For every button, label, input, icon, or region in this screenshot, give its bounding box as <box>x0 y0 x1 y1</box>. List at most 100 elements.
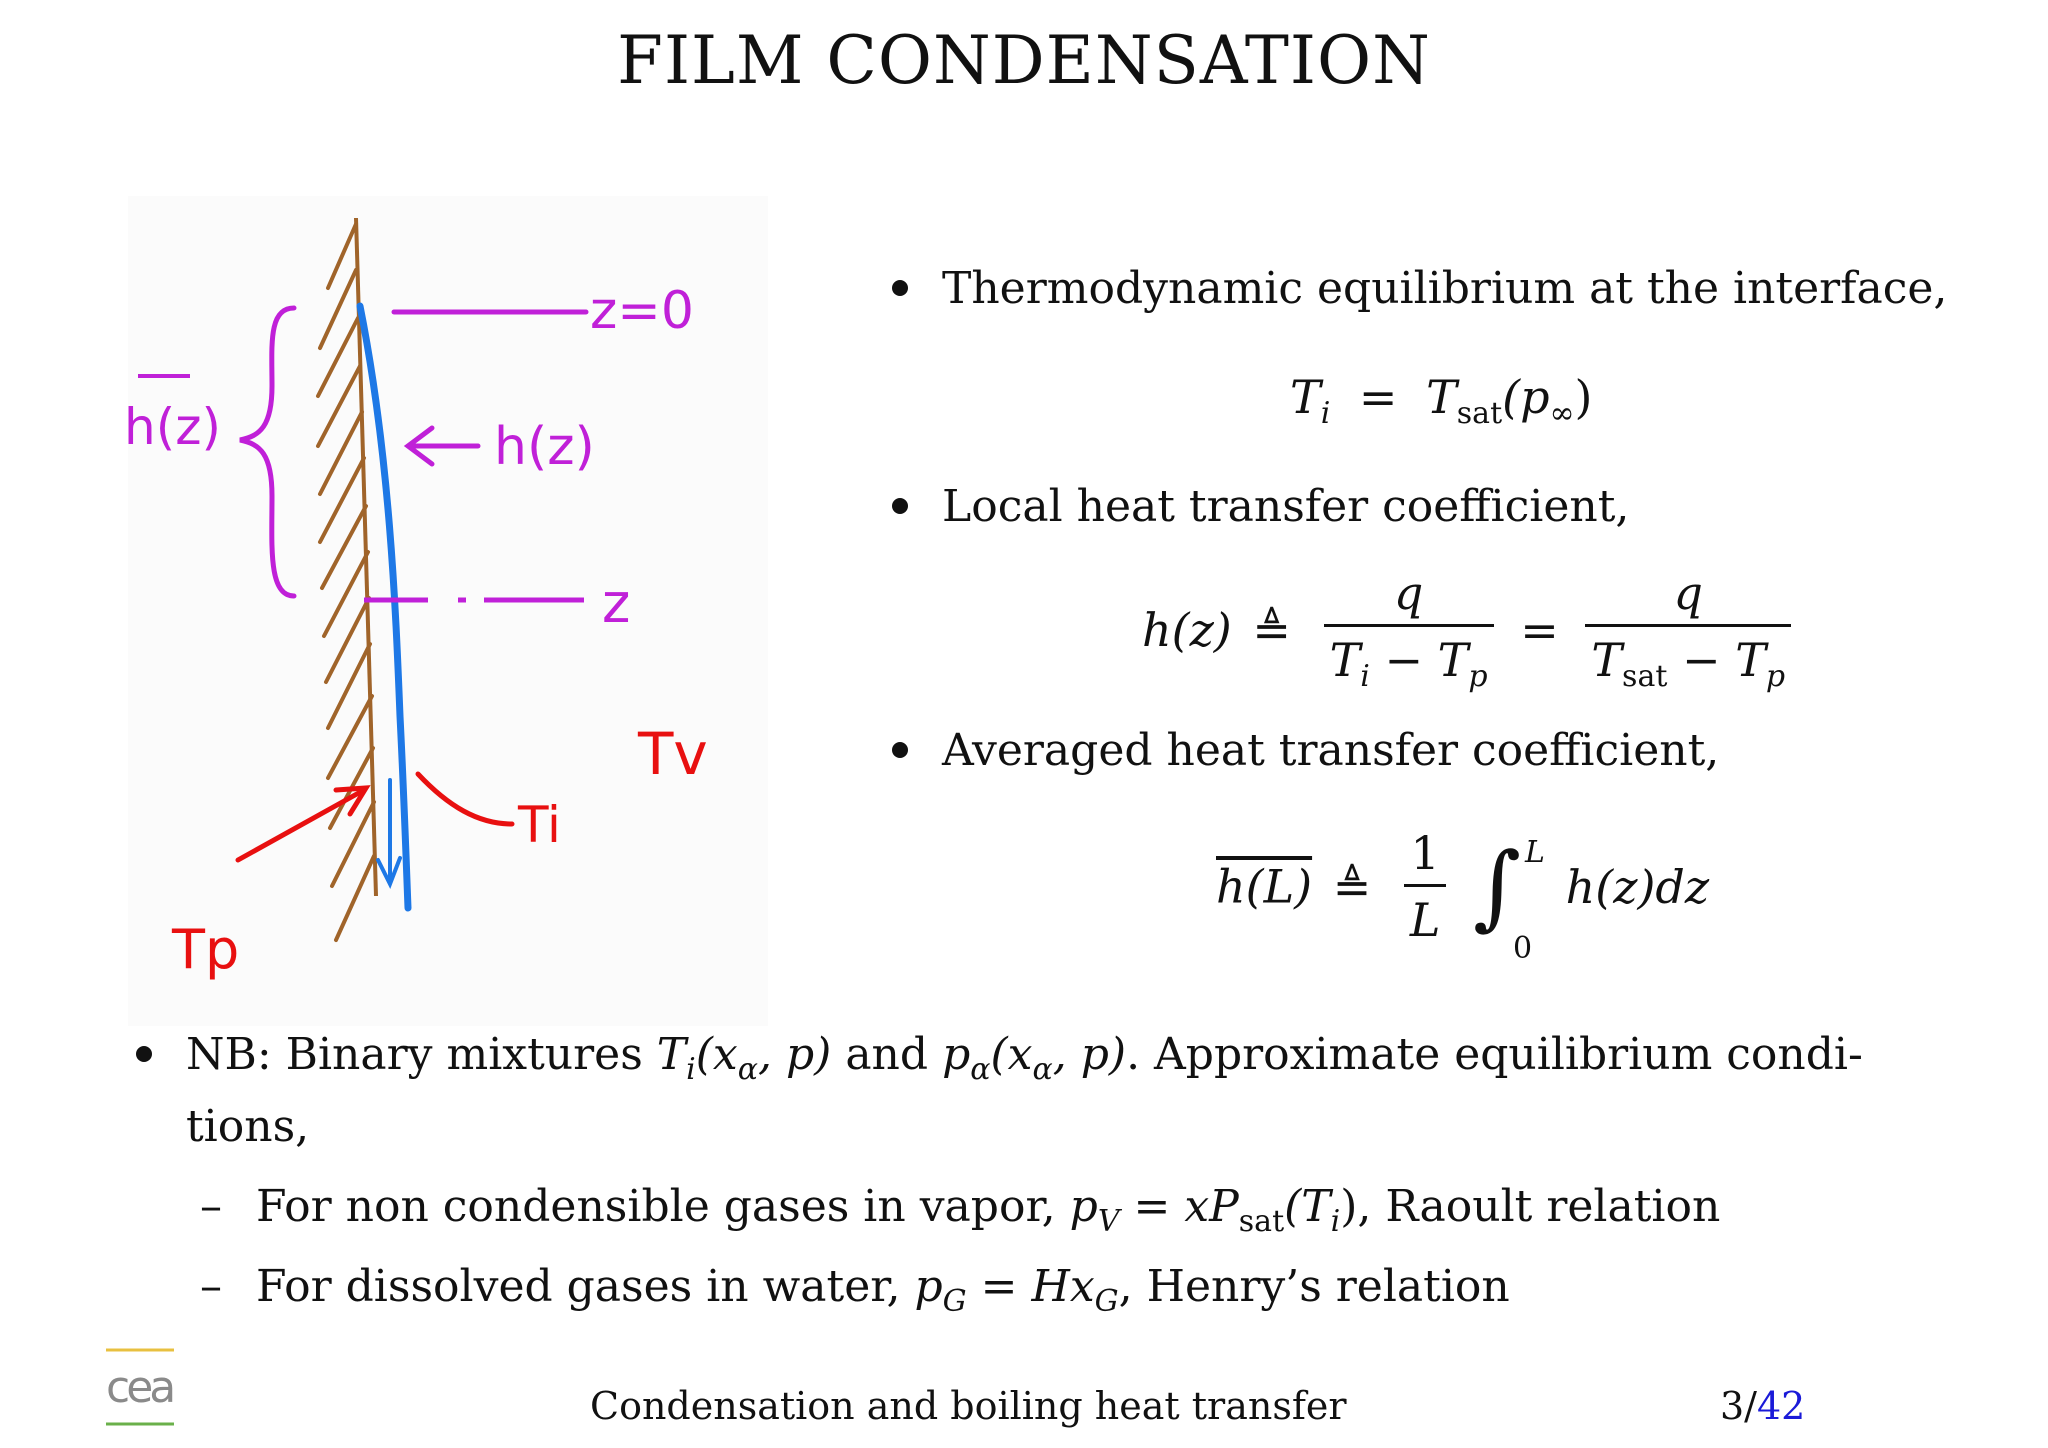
bullet-averaged-coefficient: Averaged heat transfer coefficient, <box>892 724 1720 778</box>
bullet-dot-icon <box>892 498 908 514</box>
z-label: z <box>602 572 630 635</box>
raoult-text: For non condensible gases in vapor, <box>256 1181 1056 1232</box>
bullet-equilibrium: Thermodynamic equilibrium at the interfa… <box>892 262 1948 316</box>
eq2-den2-b: T <box>1735 633 1766 687</box>
eq2-def: ≜ <box>1252 603 1291 657</box>
henry-hx: Hx <box>1031 1261 1095 1312</box>
henry-p-sub: G <box>942 1284 967 1319</box>
equation-interface-temperature: Ti = Tsat(p∞) <box>1290 370 1592 431</box>
tp-arrow <box>235 787 367 863</box>
eq2-den1-b-sub: p <box>1468 659 1488 694</box>
eq3-frac: 1 L <box>1403 826 1447 947</box>
z0-label: z=0 <box>590 281 694 341</box>
dash-icon: – <box>200 1261 222 1312</box>
eq2-den2-a-sub: sat <box>1622 659 1668 694</box>
bullet-dot-icon <box>136 1046 152 1062</box>
equation-local-coefficient: h(z) ≜ q Ti − Tp = q Tsat − Tp <box>1142 566 1803 694</box>
eq2-lhs: h(z) <box>1142 603 1232 657</box>
bullet-nb: NB: Binary mixtures Ti(xα, p) and pα(xα,… <box>136 1028 1863 1097</box>
wall-hatching <box>316 222 376 942</box>
eq2-den1-op: − <box>1384 633 1424 687</box>
footer-title: Condensation and boiling heat transfer <box>590 1384 1347 1428</box>
page-current: 3/ <box>1720 1384 1757 1428</box>
bullet-dot-icon <box>892 280 908 296</box>
bullet-local-coefficient-text: Local heat transfer coefficient, <box>942 481 1630 532</box>
eq2-frac2: q Tsat − Tp <box>1585 566 1792 694</box>
bullet-equilibrium-text: Thermodynamic equilibrium at the interfa… <box>942 263 1948 314</box>
slide-title: FILM CONDENSATION <box>617 22 1431 99</box>
eq2-den1-a: T <box>1329 633 1361 687</box>
h-avg-bracket <box>239 305 297 599</box>
eq3-integrand: h(z)dz <box>1565 859 1710 914</box>
h-avg-label: h(z) <box>128 398 221 456</box>
eq1-rhs: T <box>1426 370 1457 424</box>
nb-pa-sub: α <box>970 1052 991 1087</box>
henry-equals: = <box>980 1261 1018 1312</box>
tv-label: Tv <box>637 720 708 788</box>
eq3-den: L <box>1403 884 1447 947</box>
raoult-xp-sub: sat <box>1238 1204 1285 1239</box>
eq2-num1: q <box>1393 566 1424 620</box>
page-number: 3/42 <box>1720 1384 1805 1428</box>
nb-ti-arg-rest: , p) <box>758 1029 832 1080</box>
henry-p: p <box>914 1261 943 1312</box>
eq2-den2-b-sub: p <box>1765 659 1786 694</box>
nb-text-c: . Approximate equilibrium condi- <box>1126 1029 1863 1080</box>
henry-text: For dissolved gases in water, <box>256 1261 901 1312</box>
raoult-equals: = <box>1133 1181 1171 1232</box>
sub-bullet-henry: – For dissolved gases in water, pG = HxG… <box>200 1260 1510 1329</box>
eq2-den1-b: T <box>1437 633 1469 687</box>
tp-label: Tp <box>171 918 239 981</box>
eq2-equals: = <box>1520 603 1559 657</box>
raoult-arg: (T <box>1284 1181 1331 1232</box>
eq1-lhs-sub: i <box>1320 396 1331 431</box>
bullet-averaged-coefficient-text: Averaged heat transfer coefficient, <box>942 725 1720 776</box>
h-local-label: h(z) <box>494 417 595 477</box>
nb-ti-arg: (x <box>695 1029 738 1080</box>
nb-ti: T <box>656 1029 687 1080</box>
nb-pa-arg-rest: , p) <box>1052 1029 1127 1080</box>
nb-pa: p <box>942 1029 971 1080</box>
nb-text-b: and <box>845 1029 929 1080</box>
eq1-arg: (p <box>1502 370 1550 424</box>
page-total-link[interactable]: 42 <box>1756 1384 1806 1428</box>
ti-label: Ti <box>517 796 561 854</box>
bullet-dot-icon <box>892 742 908 758</box>
eq2-den1-a-sub: i <box>1360 659 1370 694</box>
film-condensation-sketch: z=0 h(z) h(z) z Tv Ti Tp <box>128 196 768 1026</box>
eq2-den2-a: T <box>1591 633 1623 687</box>
bullet-local-coefficient: Local heat transfer coefficient, <box>892 480 1630 534</box>
eq1-close: ) <box>1574 370 1593 424</box>
raoult-xp: xP <box>1184 1181 1239 1232</box>
flow-arrow <box>376 778 402 889</box>
film-interface <box>356 302 412 912</box>
eq3-num: 1 <box>1410 826 1440 880</box>
nb-line2: tions, <box>186 1101 310 1152</box>
eq1-lhs: T <box>1290 370 1321 424</box>
raoult-post: , Raoult relation <box>1357 1181 1721 1232</box>
sub-bullet-raoult: – For non condensible gases in vapor, pV… <box>200 1180 1721 1249</box>
dash-icon: – <box>200 1181 222 1232</box>
eq2-frac1: q Ti − Tp <box>1323 566 1494 694</box>
eq3-integral-block: ∫ L 0 <box>1473 835 1545 966</box>
eq3-def: ≜ <box>1332 859 1372 914</box>
eq1-equals: = <box>1358 370 1398 424</box>
eq1-arg-sub: ∞ <box>1549 396 1575 431</box>
raoult-arg-sub: i <box>1330 1204 1341 1239</box>
eq2-den2-op: − <box>1682 633 1721 687</box>
nb-ti-arg-sub: α <box>737 1052 758 1087</box>
raoult-p-sub: V <box>1097 1204 1120 1239</box>
cea-logo: cea <box>106 1348 176 1426</box>
eq3-integral-sign: ∫ <box>1473 832 1521 940</box>
eq3-lower-limit: 0 <box>1513 930 1533 966</box>
eq3-upper-limit: L <box>1525 834 1545 870</box>
equation-averaged-coefficient: h(L) ≜ 1 L ∫ L 0 h(z)dz <box>1216 826 1710 966</box>
eq3-lhs: h(L) <box>1216 859 1313 914</box>
nb-pa-arg-sub: α <box>1032 1052 1053 1087</box>
cea-logo-text: cea <box>106 1362 172 1413</box>
eq2-num2: q <box>1673 566 1703 620</box>
eq1-rhs-sub: sat <box>1456 396 1503 431</box>
nb-text-a: NB: Binary mixtures <box>186 1029 643 1080</box>
henry-hx-sub: G <box>1094 1284 1119 1319</box>
nb-ti-sub: i <box>686 1052 696 1087</box>
